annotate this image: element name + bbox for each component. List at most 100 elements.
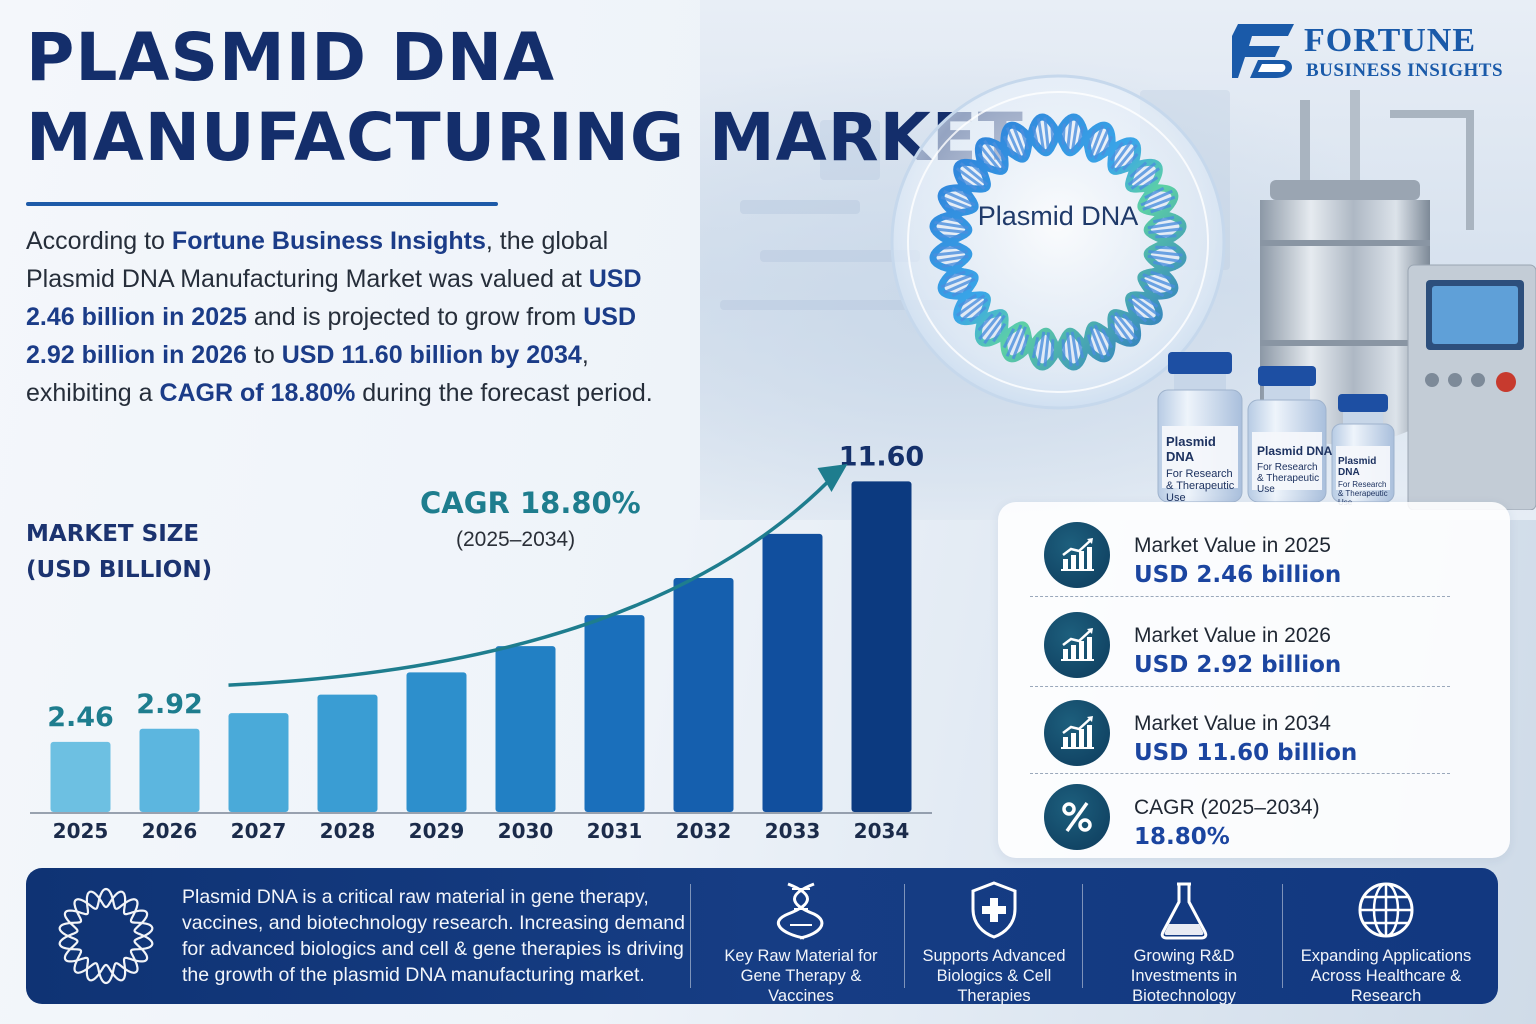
cagr-annotation-period: (2025–2034) [456,528,576,551]
x-tick-label: 2032 [676,819,732,843]
intro-text: during the forecast period. [355,379,653,407]
bar-2032 [673,578,734,812]
vial-text-line: For Research [1166,468,1233,480]
vial-text-line: For Research [1257,462,1318,473]
bar-2029 [406,672,467,812]
data-label-2026: 2.92 [136,689,203,720]
x-tick-label: 2034 [854,819,910,843]
data-label-2034: 11.60 [839,441,924,472]
bar-2025 [50,741,111,812]
feature-label: Key Raw Material for Gene Therapy & Vacc… [724,947,878,1005]
bar-2031 [584,615,645,812]
dna-helix-icon [776,882,824,940]
stat-market-value-2025: Market Value in 2025 USD 2.46 billion [1044,510,1464,598]
x-tick-label: 2033 [765,819,821,843]
y-axis-label-line-2: (USD BILLION) [26,557,213,583]
x-tick-label: 2030 [498,819,554,843]
vial-title: Plasmid DNA [1338,456,1377,478]
dna-ring-icon [58,887,154,985]
bar-2034 [851,481,912,812]
data-label-2025: 2.46 [47,702,114,733]
vial-text-line: & Therapeutic Use [1257,473,1320,495]
page-title: PLASMID DNA MANUFACTURING MARKET [26,18,1024,178]
intro-text: and is projected to grow from [246,303,584,331]
vial-text-line: For Research [1338,480,1387,489]
intro-value-2025: USD 2.46 billion in 2025 [26,265,642,331]
vial-title: Plasmid DNA [1257,444,1333,458]
divider [1030,686,1450,687]
stat-cagr: CAGR (2025–2034) 18.80% [1044,772,1464,860]
bioreactor-illustration [1157,90,1536,510]
stat-value: 18.80% [1134,824,1230,850]
growth-trend-arrow [228,470,839,687]
intro-cagr: CAGR of 18.80% [159,379,356,407]
stat-market-value-2026: Market Value in 2026 USD 2.92 billion [1044,600,1464,688]
intro-brand-name: Fortune Business Insights [171,227,486,255]
chart-y-axis-label: MARKET SIZE (USD BILLION) [26,516,212,588]
x-tick-label: 2027 [231,819,287,843]
globe-icon [1358,882,1414,938]
y-axis-label-line-1: MARKET SIZE [26,521,200,547]
footer-divider [1082,884,1083,988]
feature-key-raw-material: Key Raw Material for Gene Therapy & Vacc… [716,876,886,1005]
intro-text: According to [26,227,172,255]
intro-value-2034: USD 11.60 billion by 2034 [281,341,582,369]
x-tick-label: 2031 [587,819,643,843]
brand-subtitle: BUSINESS INSIGHTS [1306,60,1504,81]
feature-label: Supports Advanced Biologics & Cell Thera… [922,947,1066,1005]
shield-plus-icon [971,881,1017,939]
bar-2026 [139,728,200,812]
bar-2033 [762,533,823,812]
vial-label-2: Plasmid DNA For Research & Therapeutic U… [1257,444,1333,495]
vial-title: Plasmid DNA [1166,434,1216,464]
stat-value: USD 11.60 billion [1134,740,1358,766]
stat-label: Market Value in 2026 [1134,624,1331,647]
footer-banner: Plasmid DNA is a critical raw material i… [26,868,1498,1005]
vial-3 [1331,394,1395,503]
intro-text: , exhibiting a [26,341,589,407]
intro-text: , the global Plasmid DNA Manufacturing M… [26,227,609,293]
brand-name: FORTUNE [1304,22,1477,59]
feature-label: Growing R&D Investments in Biotechnology [1130,947,1238,1005]
x-tick-label: 2025 [53,819,109,843]
bar-chart-growth-icon [1044,612,1110,678]
cagr-annotation: CAGR 18.80% [420,486,641,520]
key-stats-panel: Market Value in 2025 USD 2.46 billion Ma… [998,502,1510,858]
vial-label-3: Plasmid DNA For Research & Therapeutic U… [1338,456,1398,507]
title-line-2: MANUFACTURING MARKET [26,99,1024,176]
plasmid-dna-ring-illustration [890,74,1226,410]
vial-label-1: Plasmid DNA For Research & Therapeutic U… [1166,434,1246,504]
footer-divider [690,884,691,988]
percent-icon [1044,784,1110,850]
feature-expanding-applications: Expanding Applications Across Healthcare… [1296,876,1476,1005]
stat-label: Market Value in 2034 [1134,712,1331,735]
feature-label: Expanding Applications Across Healthcare… [1300,947,1472,1005]
stat-value: USD 2.46 billion [1134,562,1342,588]
bar-chart-growth-icon [1044,522,1110,588]
vial-2 [1247,366,1327,503]
vial-text-line: & Therapeutic Use [1166,480,1235,504]
divider [1030,773,1450,774]
title-underline [26,202,498,206]
x-tick-label: 2028 [320,819,376,843]
market-size-bar-chart: 2025 2.46 2026 2.92 2027 2028 2029 2030 2031 2032… [30,441,932,843]
growth-trend-arrowhead [817,464,848,492]
dna-ring-label: Plasmid DNA [977,201,1139,231]
bar-2028 [317,694,378,812]
feature-rd-investments: Growing R&D Investments in Biotechnology [1092,876,1276,1005]
x-tick-label: 2026 [142,819,198,843]
footer-divider [1282,884,1283,988]
bar-2030 [495,646,556,812]
vial-1 [1157,352,1243,503]
intro-value-2026: USD 2.92 billion in 2026 [26,303,637,369]
divider [1030,596,1450,597]
intro-text: to [246,341,282,369]
brand-logo-mark-icon [1232,24,1294,78]
brand-logo: FORTUNE BUSINESS INSIGHTS [1232,22,1512,82]
intro-paragraph: According to Fortune Business Insights, … [26,222,666,412]
footer-divider [904,884,905,988]
stat-label: CAGR (2025–2034) [1134,796,1320,819]
stat-label: Market Value in 2025 [1134,534,1331,557]
flask-icon [1160,882,1208,940]
bar-chart-growth-icon [1044,700,1110,766]
